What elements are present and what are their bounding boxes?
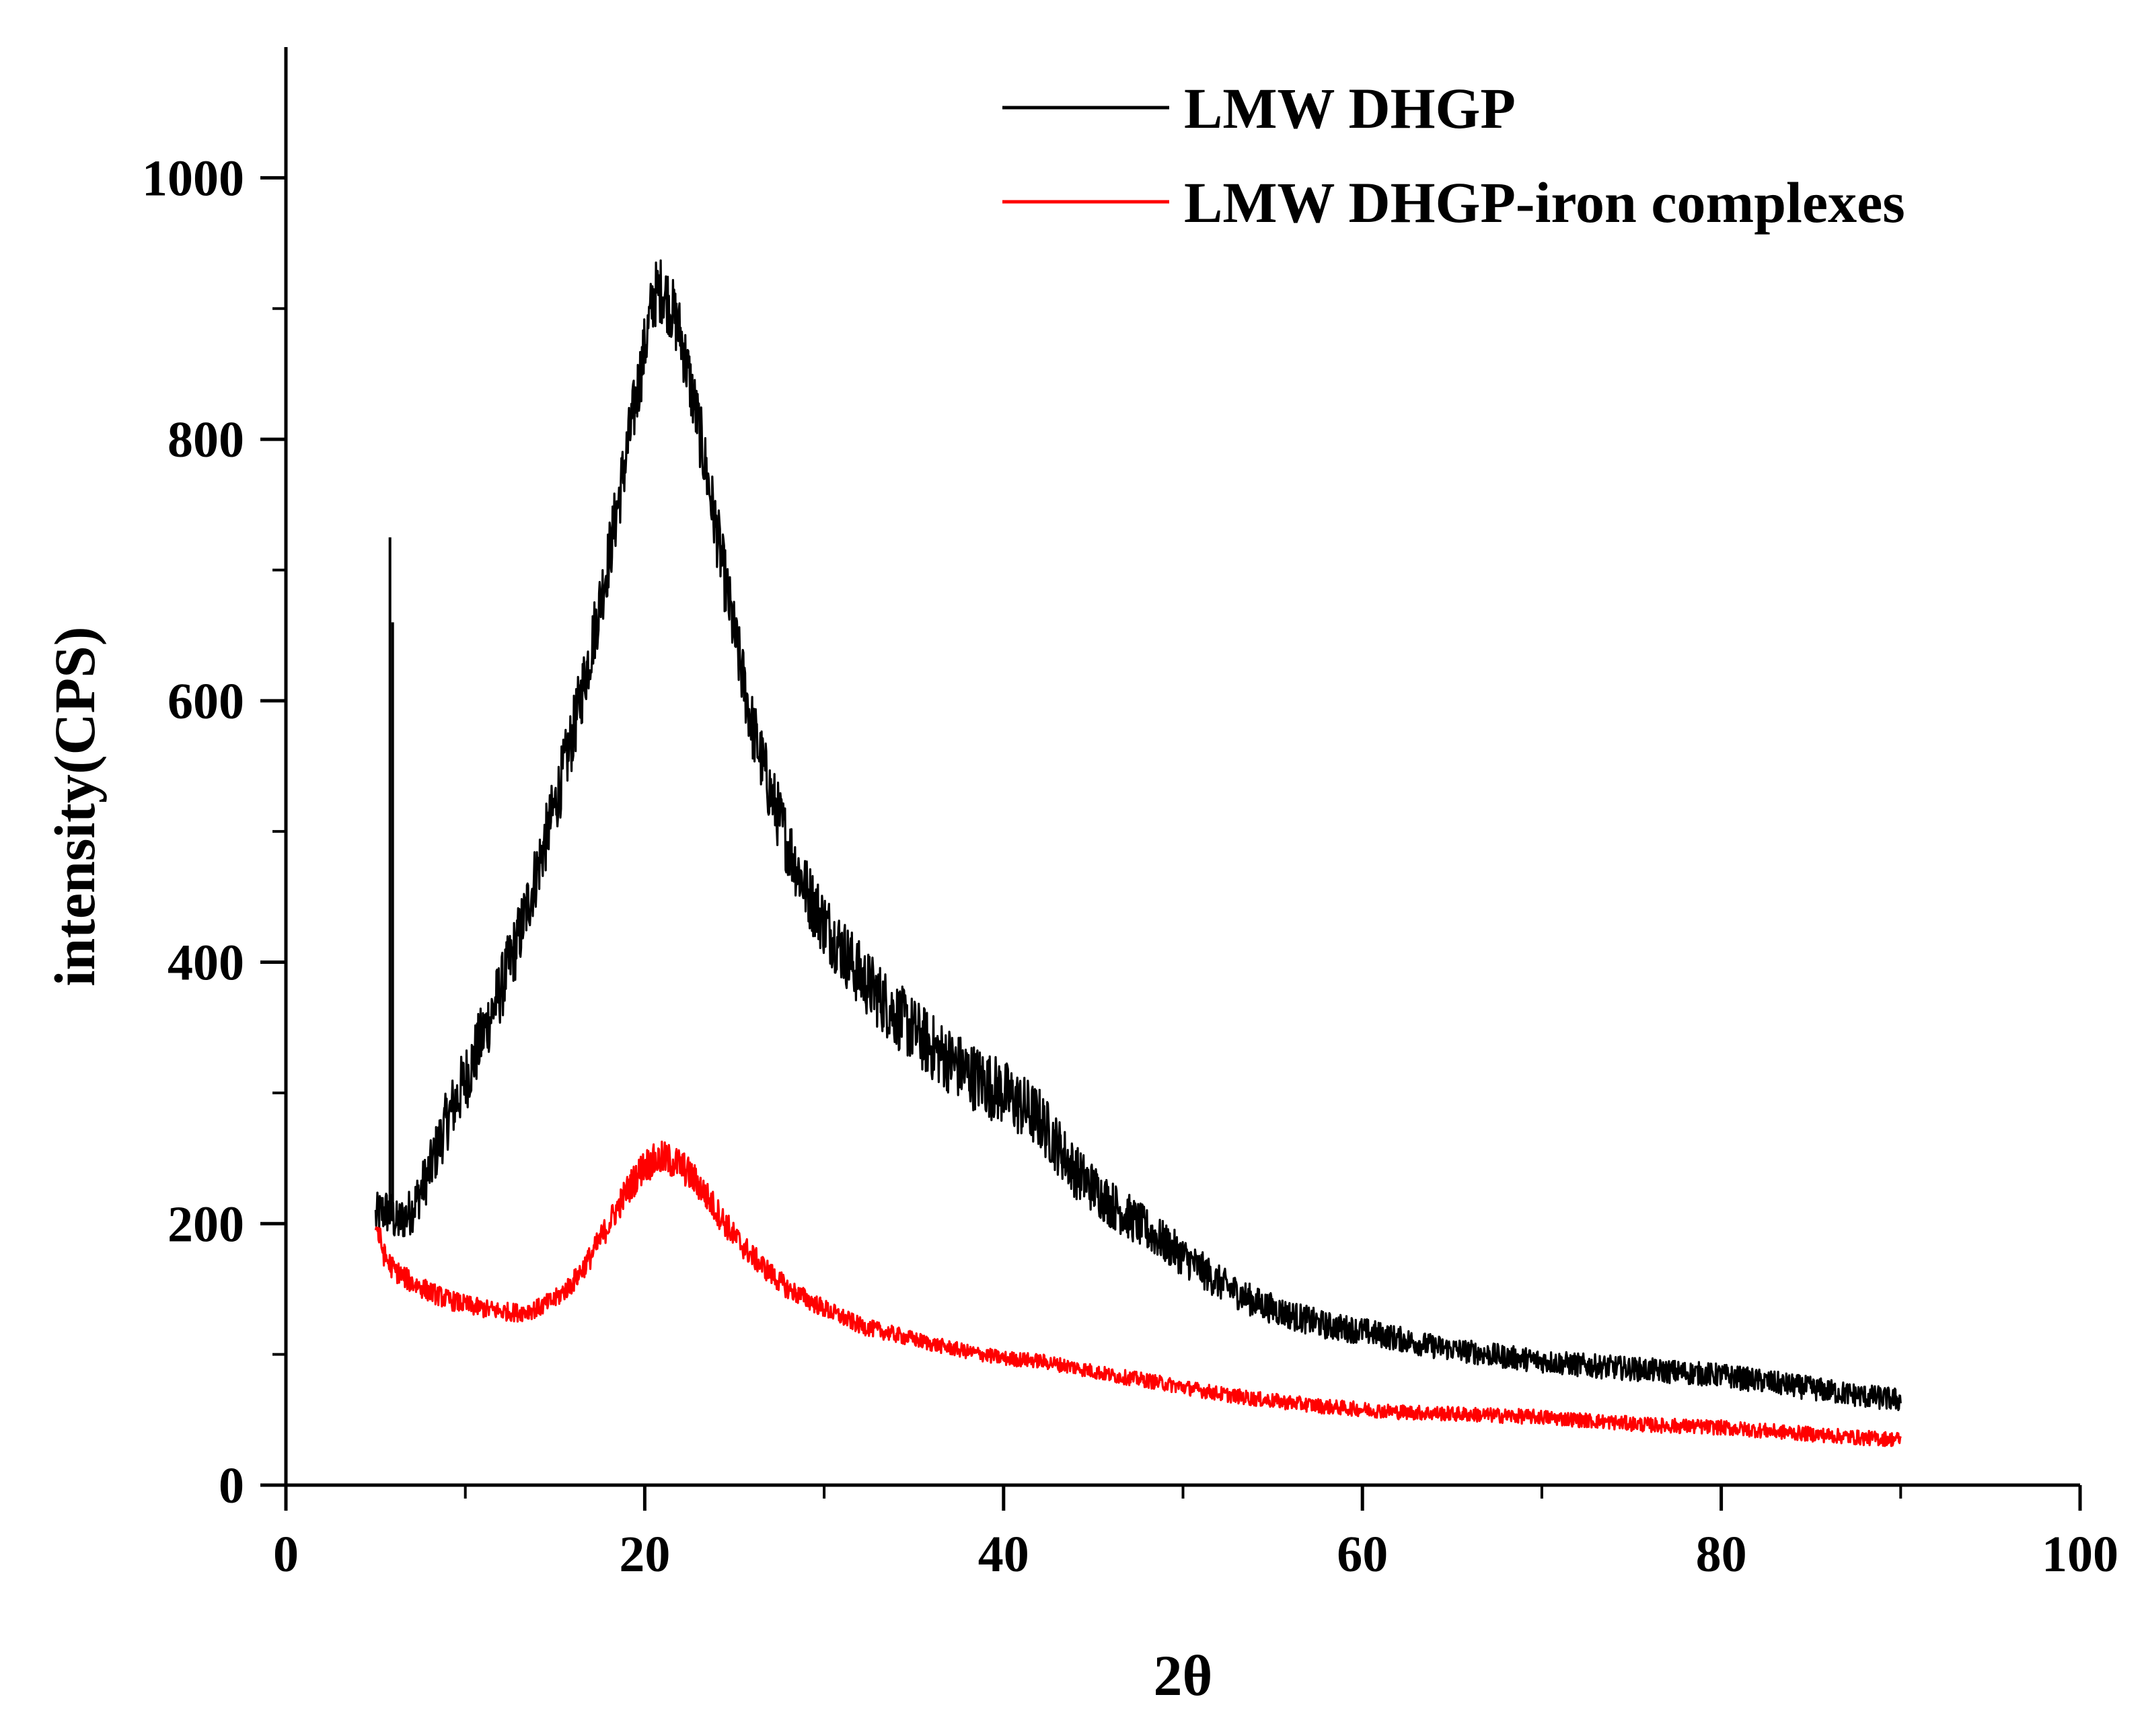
y-tick-label: 200	[168, 1196, 244, 1252]
axes	[284, 47, 2080, 1487]
series-line-0	[374, 259, 1902, 1411]
x-tick-label: 100	[2042, 1526, 2118, 1583]
x-tick-label: 80	[1696, 1526, 1747, 1583]
series-lines	[374, 259, 1902, 1447]
y-tick-label: 0	[219, 1458, 244, 1514]
legend: LMW DHGP LMW DHGP-iron complexes	[1002, 76, 1905, 235]
x-tick-label: 40	[978, 1526, 1029, 1583]
legend-label-lmw-dhgp-iron: LMW DHGP-iron complexes	[1184, 170, 1905, 235]
y-axis-title: intensity(CPS)	[42, 626, 107, 986]
x-axis-title: 2θ	[1154, 1643, 1213, 1708]
x-tick-label: 60	[1337, 1526, 1388, 1583]
y-tick-label: 600	[168, 673, 244, 730]
y-tick-label: 400	[168, 935, 244, 991]
x-tick-label: 20	[619, 1526, 670, 1583]
series-line-1	[374, 1140, 1902, 1447]
y-tick-label: 1000	[142, 150, 244, 206]
y-tick-label: 800	[168, 412, 244, 468]
legend-label-lmw-dhgp: LMW DHGP	[1184, 76, 1516, 141]
x-tick-label: 0	[273, 1526, 299, 1583]
